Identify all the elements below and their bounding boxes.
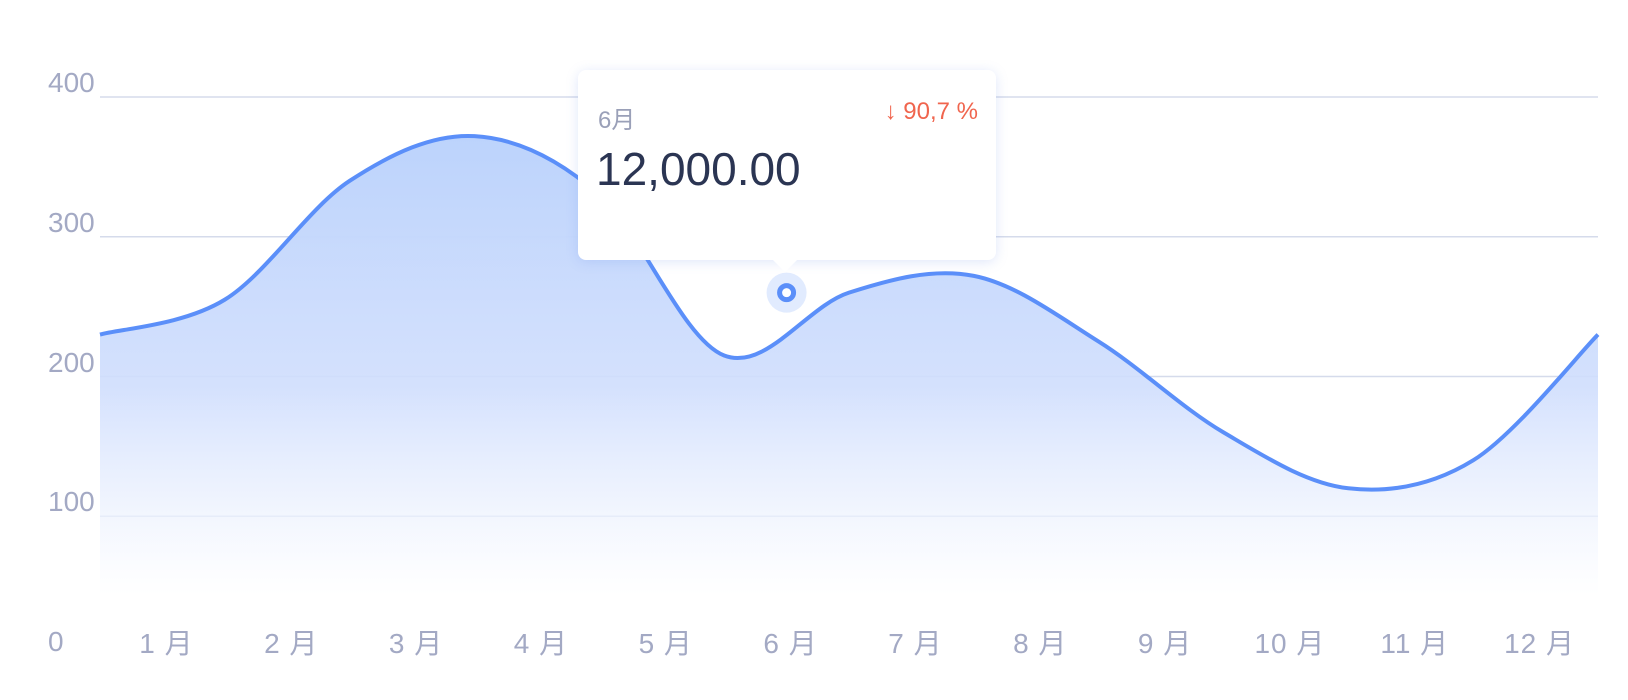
highlight-point[interactable] [777, 283, 797, 303]
x-tick-label: 8 月 [1013, 628, 1068, 659]
series-line [99, 134, 1600, 492]
x-tick-label: 1 月 [139, 628, 194, 659]
y-tick-label: 100 [48, 486, 95, 518]
x-tick-label: 9 月 [1137, 628, 1193, 659]
y-tick-label: 200 [48, 346, 95, 378]
x-tick-label: 7 月 [888, 628, 943, 659]
x-tick-label: 5 月 [638, 628, 693, 659]
x-tick-label: 4 月 [513, 628, 569, 659]
series-layer [99, 134, 1600, 596]
x-tick-label: 11 月 [1380, 628, 1450, 659]
x-tick-label: 6 月 [763, 628, 818, 659]
y-tick-label: 300 [48, 206, 95, 238]
y-tick-label: 400 [48, 67, 95, 98]
tooltip-month: 6月 [598, 107, 636, 134]
tooltip-change: ↓ 90,7 % [884, 98, 978, 125]
x-tick-label: 2 月 [264, 628, 319, 659]
y-tick-label: 0 [48, 626, 64, 657]
x-tick-label: 10 月 [1254, 628, 1326, 659]
tooltip: 6月 ↓ 90,7 % 12,000.00 [578, 70, 996, 272]
tooltip-value: 12,000.00 [596, 143, 801, 195]
area-fill [100, 135, 1598, 596]
x-tick-label: 3 月 [388, 628, 444, 659]
x-tick-label: 12 月 [1504, 628, 1576, 659]
